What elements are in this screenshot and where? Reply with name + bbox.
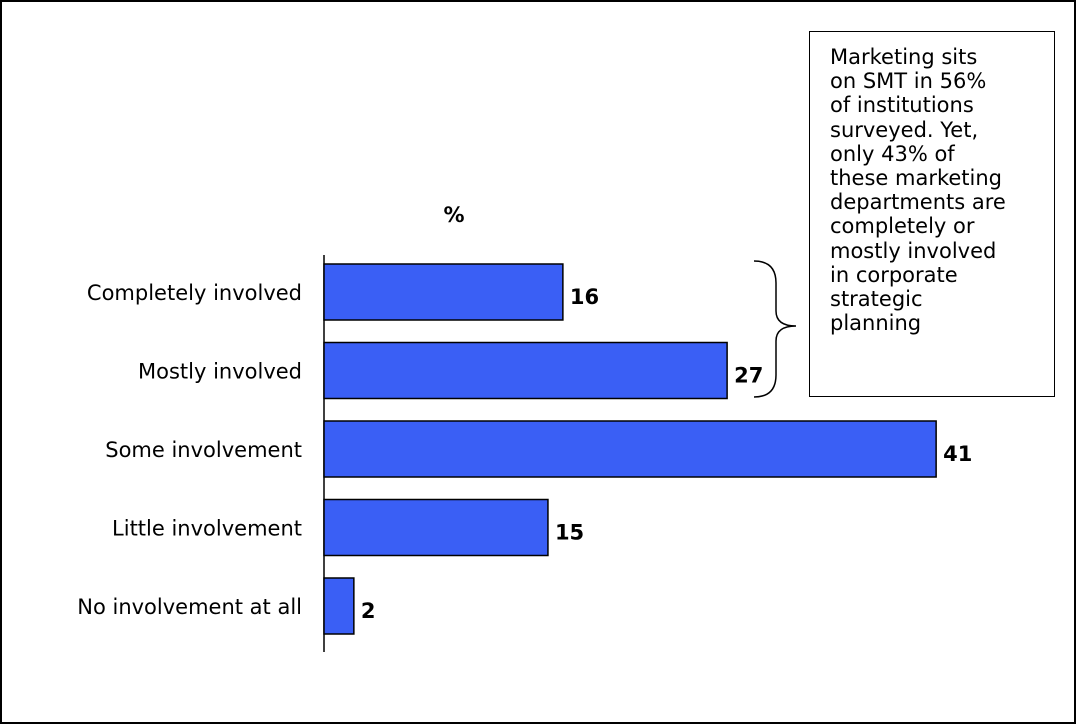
category-label-some-involvement: Some involvement — [105, 438, 302, 462]
bar-little-involvement — [323, 498, 549, 557]
bars-group: Completely involved 16 Mostly involved 27 So… — [77, 263, 972, 635]
category-label-no-involvement-at-all: No involvement at all — [77, 595, 302, 619]
value-label-mostly-involved: 27 — [734, 364, 763, 388]
value-label-no-involvement-at-all: 2 — [361, 599, 376, 623]
category-label-completely-involved: Completely involved — [87, 281, 302, 305]
value-label-little-involvement: 15 — [555, 521, 584, 545]
bar-mostly-involved — [323, 341, 728, 400]
category-label-little-involvement: Little involvement — [112, 517, 302, 541]
bar-some-involvement — [323, 420, 937, 478]
value-label-completely-involved: 16 — [570, 285, 599, 309]
bar-no-involvement-at-all — [323, 577, 355, 635]
bar-completely-involved — [323, 263, 564, 321]
annotation-text: Marketing sits on SMT in 56% of institut… — [830, 45, 1006, 336]
unit-label: % — [443, 203, 464, 227]
bracket — [753, 260, 797, 398]
category-label-mostly-involved: Mostly involved — [138, 360, 302, 384]
value-label-some-involvement: 41 — [943, 442, 972, 466]
annotation-box: Marketing sits on SMT in 56% of institut… — [809, 31, 1055, 397]
